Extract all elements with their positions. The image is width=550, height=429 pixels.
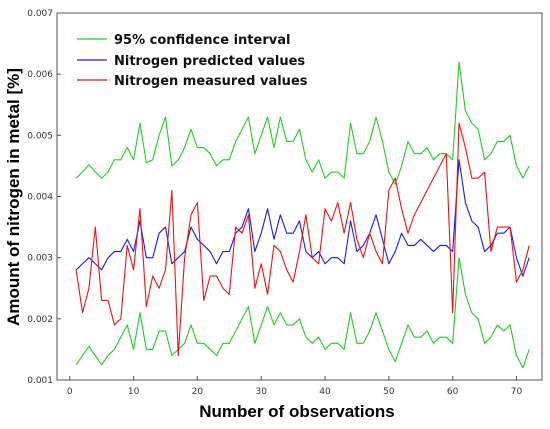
y-tick-label: 0.002 [27,315,53,325]
x-tick-label: 50 [383,387,395,397]
y-axis-ticks: 0.001 0.002 0.003 0.004 0.005 0.006 0.007 [27,9,61,386]
x-axis-ticks: 0 10 20 30 40 50 60 70 [67,376,523,397]
y-tick-label: 0.006 [27,70,53,80]
y-tick-label: 0.007 [27,9,53,19]
y-tick-label: 0.001 [27,376,53,386]
x-axis-title: Number of observations [199,402,395,421]
legend-label-confidence: 95% confidence interval [114,33,290,48]
x-tick-label: 0 [67,387,73,397]
x-tick-label: 10 [128,387,140,397]
series-line-confidence-lower [75,257,530,369]
x-tick-label: 20 [192,387,204,397]
x-tick-label: 40 [319,387,331,397]
y-tick-label: 0.003 [27,254,53,264]
series-line-measured [75,122,530,357]
legend: 95% confidence interval Nitrogen predict… [77,33,308,89]
x-tick-label: 30 [255,387,267,397]
y-tick-label: 0.005 [27,131,53,141]
series-layer [75,61,530,369]
y-tick-label: 0.004 [27,193,53,203]
series-line-confidence-upper [75,61,530,185]
y-axis-title: Amount of nitrogen in metal [%] [4,68,23,326]
x-tick-label: 60 [447,387,459,397]
x-tick-label: 70 [511,387,523,397]
legend-label-measured: Nitrogen measured values [114,74,308,89]
legend-label-predicted: Nitrogen predicted values [114,54,305,69]
